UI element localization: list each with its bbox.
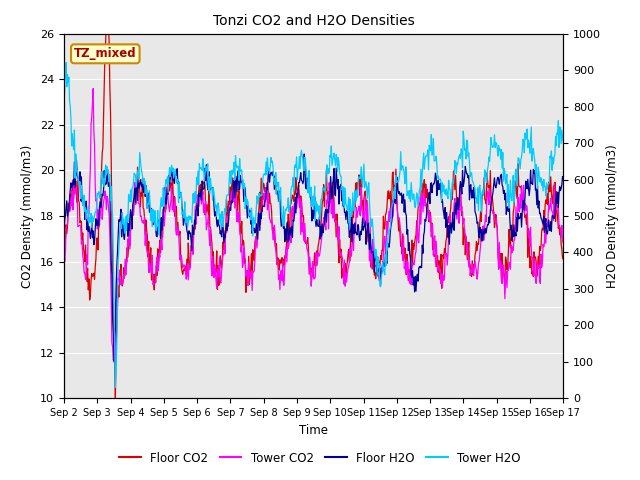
Y-axis label: H2O Density (mmol/m3): H2O Density (mmol/m3) — [607, 144, 620, 288]
Y-axis label: CO2 Density (mmol/m3): CO2 Density (mmol/m3) — [22, 144, 35, 288]
Title: Tonzi CO2 and H2O Densities: Tonzi CO2 and H2O Densities — [212, 14, 415, 28]
Text: TZ_mixed: TZ_mixed — [74, 48, 136, 60]
Legend: Floor CO2, Tower CO2, Floor H2O, Tower H2O: Floor CO2, Tower CO2, Floor H2O, Tower H… — [115, 447, 525, 469]
X-axis label: Time: Time — [299, 424, 328, 437]
